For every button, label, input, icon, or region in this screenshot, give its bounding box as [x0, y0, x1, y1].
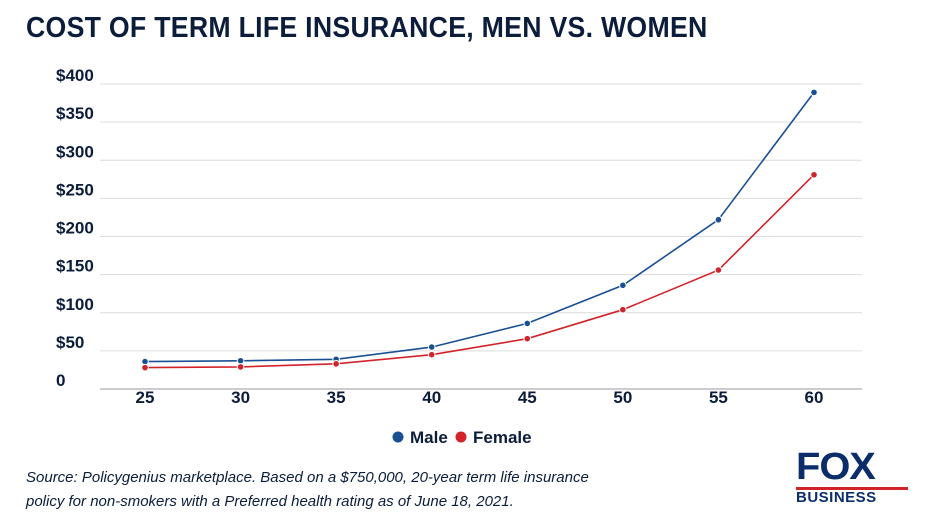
x-tick-label: 50 — [613, 388, 632, 407]
x-tick-label: 45 — [518, 388, 537, 407]
y-tick-label: $250 — [56, 180, 94, 199]
y-tick-label: $300 — [56, 142, 94, 161]
data-point-female — [523, 334, 532, 343]
series-points — [141, 88, 818, 372]
x-tick-label: 30 — [231, 388, 250, 407]
data-point-female — [141, 363, 149, 372]
y-tick-label: 0 — [56, 371, 65, 390]
legend-marker — [392, 431, 404, 443]
legend-label: Female — [473, 428, 532, 447]
legend-marker — [455, 431, 467, 443]
series-line-female — [144, 174, 815, 369]
x-tick-label: 25 — [136, 388, 155, 407]
y-axis-ticks: 0 $50 $100 $150 $200 $250 $300 $350 $400 — [56, 66, 94, 390]
gridlines — [100, 83, 862, 390]
y-tick-label: $400 — [56, 66, 94, 85]
logo-divider — [796, 487, 908, 490]
y-tick-label: $350 — [56, 104, 94, 123]
fox-business-logo: FOX BUSINESS — [796, 448, 912, 506]
data-point-male — [714, 215, 723, 224]
y-tick-label: $200 — [56, 219, 94, 238]
x-tick-label: 55 — [709, 388, 728, 407]
x-tick-label: 60 — [805, 388, 824, 407]
logo-subtitle: BUSINESS — [796, 489, 877, 506]
data-point-male — [619, 281, 627, 290]
data-point-female — [236, 363, 245, 371]
data-point-male — [810, 88, 818, 97]
data-point-female — [619, 305, 627, 314]
y-tick-label: $150 — [56, 257, 94, 276]
x-tick-label: 40 — [422, 388, 441, 407]
data-point-male — [427, 343, 436, 351]
legend-label: Male — [410, 428, 448, 447]
x-axis-ticks: 25 30 35 40 45 50 55 60 — [136, 388, 824, 407]
legend: Male Female — [392, 428, 532, 447]
source-note: Source: Policygenius marketplace. Based … — [26, 469, 589, 510]
data-point-female — [810, 170, 818, 179]
logo-brand: FOX — [796, 446, 876, 488]
x-tick-label: 35 — [327, 388, 346, 407]
series-lines — [144, 91, 815, 369]
chart-title: COST OF TERM LIFE INSURANCE, MEN VS. WOM… — [26, 12, 708, 44]
series-line-male — [144, 91, 815, 363]
data-point-female — [427, 350, 436, 359]
data-point-male — [523, 319, 532, 328]
data-point-female — [332, 360, 340, 368]
y-tick-label: $100 — [56, 295, 94, 314]
data-point-female — [714, 266, 723, 274]
y-tick-label: $50 — [56, 333, 84, 352]
